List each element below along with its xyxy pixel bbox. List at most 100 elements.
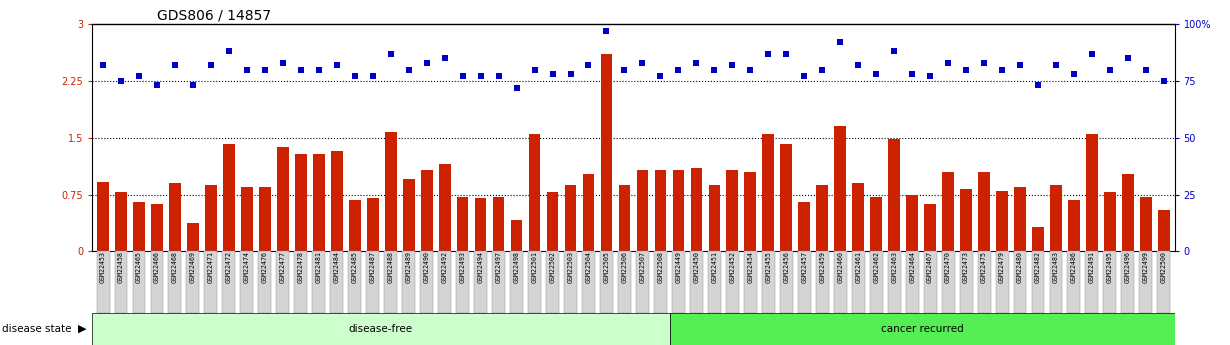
FancyBboxPatch shape bbox=[798, 252, 811, 282]
Text: GSM22489: GSM22489 bbox=[406, 252, 412, 283]
Point bbox=[435, 56, 455, 61]
Point bbox=[183, 83, 203, 88]
Text: GSM22485: GSM22485 bbox=[352, 267, 358, 300]
Text: GSM22455: GSM22455 bbox=[765, 252, 771, 283]
Text: GSM22482: GSM22482 bbox=[1034, 252, 1041, 283]
Text: GSM22460: GSM22460 bbox=[838, 267, 844, 300]
Bar bbox=[384, 252, 397, 314]
Point bbox=[525, 67, 545, 72]
Text: GSM22486: GSM22486 bbox=[1071, 267, 1077, 300]
Bar bbox=[241, 187, 252, 252]
Bar bbox=[1049, 252, 1063, 314]
Text: GSM22459: GSM22459 bbox=[819, 267, 825, 300]
Text: GSM22471: GSM22471 bbox=[208, 252, 214, 283]
Bar bbox=[456, 252, 469, 314]
Point bbox=[309, 67, 328, 72]
FancyBboxPatch shape bbox=[708, 252, 721, 282]
Point bbox=[1100, 67, 1119, 72]
FancyBboxPatch shape bbox=[402, 252, 416, 282]
Bar bbox=[187, 252, 199, 314]
Text: GSM22466: GSM22466 bbox=[154, 252, 160, 283]
Text: GSM22492: GSM22492 bbox=[442, 267, 448, 300]
Text: GSM22461: GSM22461 bbox=[855, 252, 861, 283]
Bar bbox=[1086, 134, 1098, 252]
Bar bbox=[978, 172, 990, 252]
FancyBboxPatch shape bbox=[942, 252, 954, 282]
Text: GSM22453: GSM22453 bbox=[100, 267, 106, 300]
FancyBboxPatch shape bbox=[510, 252, 523, 282]
Bar bbox=[438, 252, 451, 314]
Bar bbox=[295, 155, 306, 252]
Text: GSM22477: GSM22477 bbox=[280, 252, 285, 283]
Text: GSM22480: GSM22480 bbox=[1017, 267, 1023, 300]
FancyBboxPatch shape bbox=[1068, 252, 1080, 282]
Point bbox=[165, 62, 184, 68]
Text: GSM22468: GSM22468 bbox=[172, 252, 178, 283]
Bar bbox=[1122, 174, 1134, 252]
Text: GSM22473: GSM22473 bbox=[963, 252, 969, 283]
Text: GSM22484: GSM22484 bbox=[333, 252, 339, 283]
Point bbox=[129, 73, 149, 79]
Bar bbox=[654, 169, 667, 252]
Text: GSM22466: GSM22466 bbox=[154, 267, 160, 300]
Bar bbox=[727, 169, 738, 252]
FancyBboxPatch shape bbox=[672, 252, 685, 282]
Text: GSM22495: GSM22495 bbox=[1107, 252, 1113, 283]
Point bbox=[344, 73, 364, 79]
Text: GSM22480: GSM22480 bbox=[1017, 252, 1023, 283]
Text: GSM22450: GSM22450 bbox=[694, 252, 700, 283]
Text: GSM22459: GSM22459 bbox=[819, 252, 825, 283]
Text: GSM22495: GSM22495 bbox=[1107, 267, 1113, 300]
Text: GSM22501: GSM22501 bbox=[531, 267, 538, 300]
Point bbox=[363, 73, 383, 79]
Bar bbox=[367, 252, 379, 314]
Point bbox=[471, 73, 491, 79]
Bar bbox=[726, 252, 739, 314]
FancyBboxPatch shape bbox=[187, 252, 199, 282]
Point bbox=[93, 62, 113, 68]
Text: GSM22490: GSM22490 bbox=[423, 252, 429, 283]
Text: GSM22455: GSM22455 bbox=[765, 267, 771, 300]
Text: GSM22464: GSM22464 bbox=[909, 252, 915, 283]
Point bbox=[255, 67, 274, 72]
Text: GSM22457: GSM22457 bbox=[801, 267, 807, 300]
Bar bbox=[456, 197, 469, 252]
FancyBboxPatch shape bbox=[223, 252, 235, 282]
Text: GSM22502: GSM22502 bbox=[550, 252, 556, 283]
Text: GSM22474: GSM22474 bbox=[244, 252, 250, 283]
Bar bbox=[169, 183, 181, 252]
Bar bbox=[565, 252, 577, 314]
Point bbox=[1118, 56, 1138, 61]
Bar bbox=[798, 252, 811, 314]
Text: GSM22476: GSM22476 bbox=[262, 252, 268, 283]
Bar bbox=[1068, 252, 1080, 314]
Bar bbox=[672, 252, 685, 314]
Bar bbox=[565, 185, 577, 252]
FancyBboxPatch shape bbox=[815, 252, 829, 282]
Text: GSM22449: GSM22449 bbox=[675, 252, 681, 283]
Bar bbox=[403, 179, 415, 252]
Text: GSM22452: GSM22452 bbox=[729, 267, 736, 300]
Text: GSM22487: GSM22487 bbox=[370, 252, 375, 283]
Bar bbox=[1015, 187, 1026, 252]
Text: GSM22502: GSM22502 bbox=[550, 267, 556, 300]
Text: GSM22468: GSM22468 bbox=[172, 267, 178, 300]
Text: ▶: ▶ bbox=[77, 324, 86, 334]
Bar bbox=[349, 200, 360, 252]
Text: GSM22483: GSM22483 bbox=[1053, 252, 1059, 283]
Bar bbox=[798, 202, 811, 252]
Text: GSM22463: GSM22463 bbox=[892, 267, 897, 300]
Bar bbox=[529, 134, 540, 252]
FancyBboxPatch shape bbox=[114, 252, 128, 282]
Bar bbox=[673, 169, 684, 252]
FancyBboxPatch shape bbox=[600, 252, 613, 282]
Text: GSM22498: GSM22498 bbox=[514, 267, 519, 300]
Text: GSM22485: GSM22485 bbox=[352, 252, 358, 283]
Bar bbox=[744, 252, 756, 314]
Bar bbox=[582, 252, 595, 314]
FancyBboxPatch shape bbox=[1157, 252, 1170, 282]
Text: GSM22469: GSM22469 bbox=[189, 267, 196, 300]
Text: GSM22481: GSM22481 bbox=[316, 267, 322, 300]
Bar bbox=[223, 144, 235, 252]
Text: cancer recurred: cancer recurred bbox=[881, 324, 963, 334]
